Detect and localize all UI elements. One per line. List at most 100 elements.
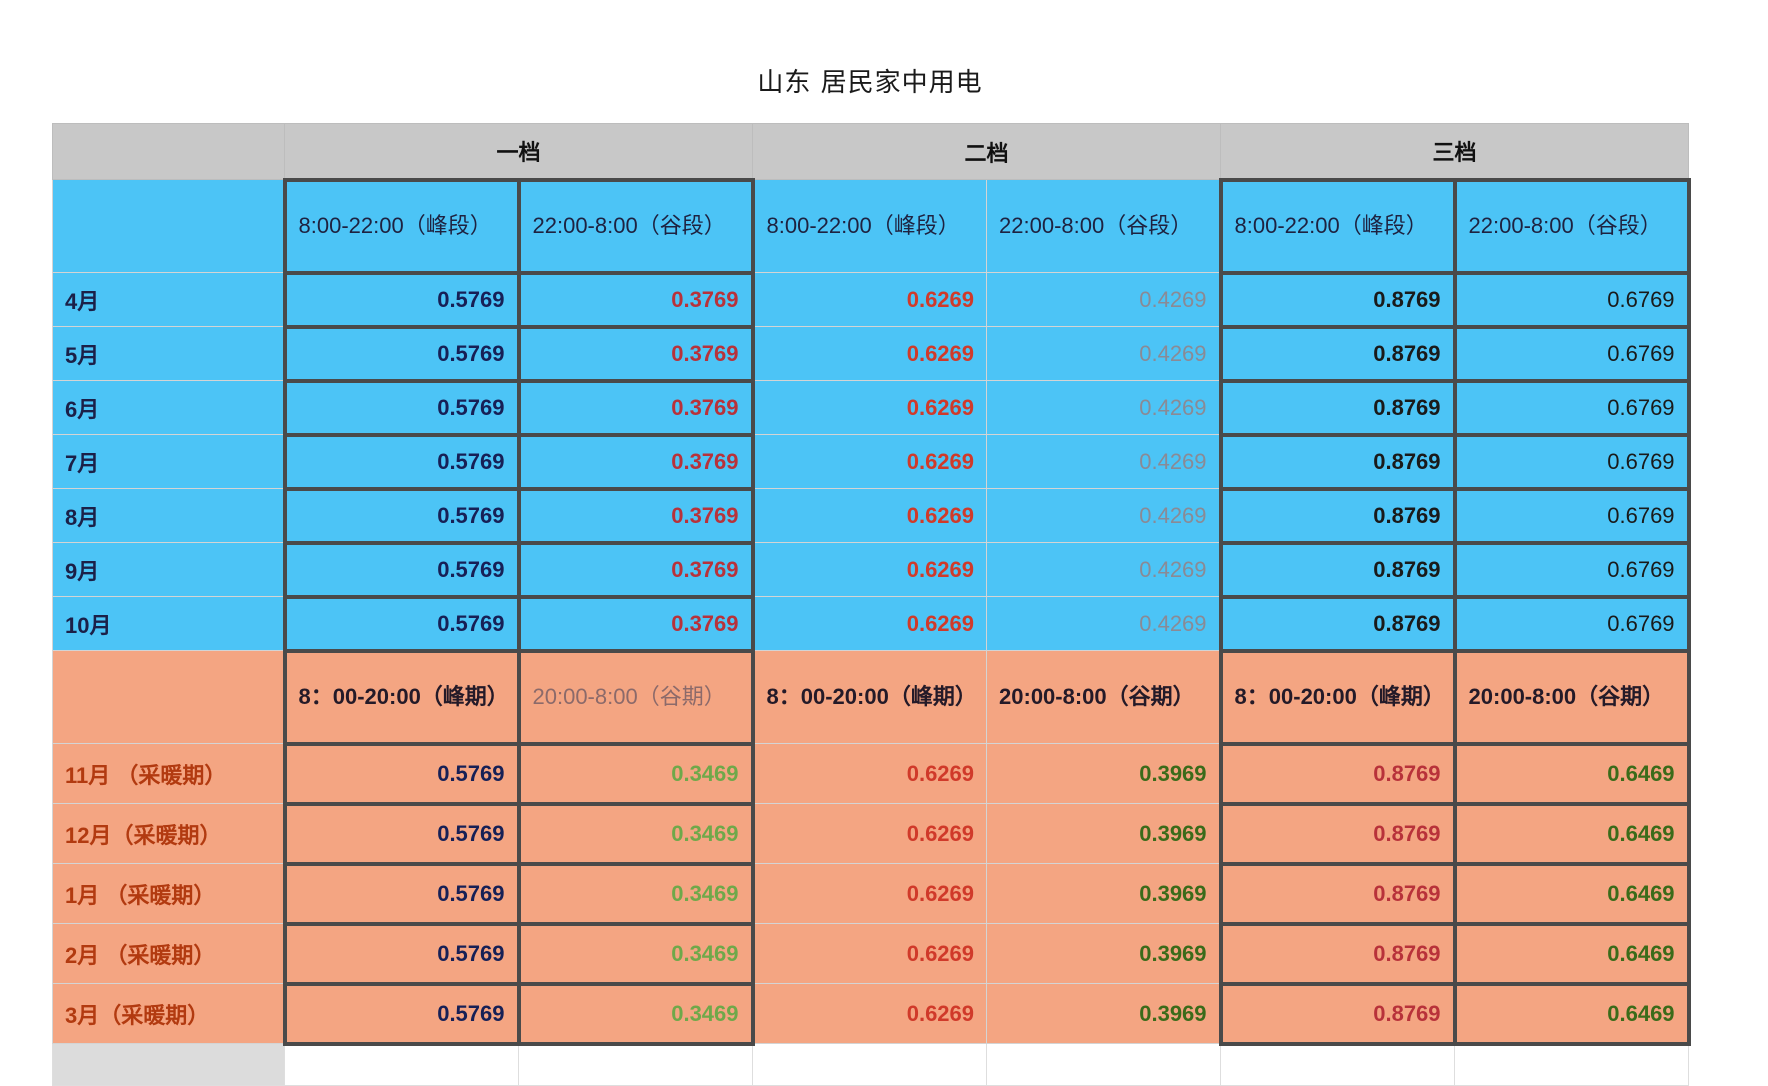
price-cell: 0.3769 (516, 270, 755, 329)
table-row: 9月 0.5769 0.3769 0.6269 0.4269 0.8769 0.6769 (52, 540, 1691, 599)
empty-cell (986, 1043, 1222, 1086)
price-cell: 0.3769 (516, 594, 755, 653)
price-cell: 0.5769 (282, 378, 521, 437)
price-cell: 0.5769 (282, 861, 521, 926)
price-cell: 0.6469 (1452, 741, 1691, 806)
month-label: 4月 (52, 272, 285, 327)
price-table: 一档 二档 三档 8:00-22:00（峰段） 22:00-8:00（谷段） 8:0… (52, 123, 1691, 1086)
summer-period-header-row: 8:00-22:00（峰段） 22:00-8:00（谷段） 8:00-22:00（峰… (52, 177, 1691, 275)
month-label: 11月 （采暖期） (52, 743, 285, 804)
price-cell: 0.3769 (516, 540, 755, 599)
price-cell: 0.4269 (986, 380, 1222, 435)
month-label: 9月 (52, 542, 285, 597)
summer-period-header: 8:00-22:00（峰段） (282, 177, 521, 275)
month-label: 7月 (52, 434, 285, 489)
price-cell: 0.6769 (1452, 594, 1691, 653)
price-cell: 0.8769 (1218, 741, 1457, 806)
price-cell: 0.3969 (986, 923, 1222, 984)
price-cell: 0.3469 (516, 921, 755, 986)
winter-period-header: 8：00-20:00（峰期） (282, 648, 521, 746)
price-cell: 0.3469 (516, 741, 755, 806)
price-cell: 0.6769 (1452, 378, 1691, 437)
price-cell: 0.5769 (282, 432, 521, 491)
price-cell: 0.3469 (516, 801, 755, 866)
price-cell: 0.5769 (282, 270, 521, 329)
price-cell: 0.6769 (1452, 540, 1691, 599)
price-cell: 0.8769 (1218, 486, 1457, 545)
winter-period-header: 20:00-8:00（谷期） (986, 650, 1222, 744)
price-cell: 0.8769 (1218, 270, 1457, 329)
price-cell: 0.6769 (1452, 486, 1691, 545)
winter-period-header-row: 8：00-20:00（峰期） 20:00-8:00（谷期） 8：00-20:00（峰… (52, 648, 1691, 746)
price-cell: 0.5769 (282, 741, 521, 806)
price-cell: 0.8769 (1218, 540, 1457, 599)
empty-cell (752, 1043, 988, 1086)
price-cell: 0.6269 (752, 596, 988, 651)
summer-period-header: 22:00-8:00（谷段） (516, 177, 755, 275)
month-label: 10月 (52, 596, 285, 651)
price-cell: 0.5769 (282, 921, 521, 986)
table-row: 8月 0.5769 0.3769 0.6269 0.4269 0.8769 0.6769 (52, 486, 1691, 545)
price-cell: 0.5769 (282, 981, 521, 1046)
table-row: 12月（采暖期） 0.5769 0.3469 0.6269 0.3969 0.8769 0.… (52, 801, 1691, 866)
empty-row (52, 1043, 1690, 1086)
empty-cell (52, 1043, 285, 1086)
month-label: 3月（采暖期） (52, 983, 285, 1044)
summer-period-header: 8:00-22:00（峰段） (1218, 177, 1457, 275)
price-cell: 0.3969 (986, 983, 1222, 1044)
month-label: 12月（采暖期） (52, 803, 285, 864)
price-cell: 0.3969 (986, 803, 1222, 864)
summer-label-cell (52, 179, 285, 273)
month-label: 6月 (52, 380, 285, 435)
price-cell: 0.3769 (516, 378, 755, 437)
price-cell: 0.6469 (1452, 921, 1691, 986)
tier-1-header: 一档 (283, 123, 754, 180)
table-row: 5月 0.5769 0.3769 0.6269 0.4269 0.8769 0.6769 (52, 324, 1691, 383)
price-cell: 0.5769 (282, 486, 521, 545)
tier-3-header: 三档 (1220, 123, 1690, 180)
price-cell: 0.6269 (752, 863, 988, 924)
price-cell: 0.6469 (1452, 801, 1691, 866)
price-cell: 0.5769 (282, 801, 521, 866)
price-cell: 0.8769 (1218, 432, 1457, 491)
price-cell: 0.4269 (986, 488, 1222, 543)
price-cell: 0.8769 (1218, 324, 1457, 383)
empty-cell (1454, 1043, 1690, 1086)
price-cell: 0.6269 (752, 380, 988, 435)
price-cell: 0.3769 (516, 432, 755, 491)
empty-cell (284, 1043, 519, 1086)
winter-period-header: 20:00-8:00（谷期） (1452, 648, 1691, 746)
price-cell: 0.6269 (752, 743, 988, 804)
price-cell: 0.6769 (1452, 270, 1691, 329)
price-cell: 0.4269 (986, 272, 1222, 327)
price-cell: 0.6269 (752, 542, 988, 597)
price-cell: 0.6769 (1452, 324, 1691, 383)
price-cell: 0.4269 (986, 434, 1222, 489)
price-cell: 0.6269 (752, 983, 988, 1044)
winter-label-cell (52, 650, 285, 744)
table-row: 11月 （采暖期） 0.5769 0.3469 0.6269 0.3969 0.8769 0… (52, 741, 1691, 806)
price-cell: 0.5769 (282, 594, 521, 653)
price-cell: 0.6269 (752, 488, 988, 543)
price-cell: 0.6269 (752, 923, 988, 984)
price-cell: 0.8769 (1218, 861, 1457, 926)
table-row: 6月 0.5769 0.3769 0.6269 0.4269 0.8769 0.6769 (52, 378, 1691, 437)
price-cell: 0.6469 (1452, 861, 1691, 926)
winter-period-header: 8：00-20:00（峰期） (1218, 648, 1457, 746)
table-row: 1月 （采暖期） 0.5769 0.3469 0.6269 0.3969 0.8769 0.… (52, 861, 1691, 926)
empty-cell (517, 1043, 754, 1086)
price-cell: 0.6469 (1452, 981, 1691, 1046)
price-cell: 0.6269 (752, 272, 988, 327)
price-cell: 0.4269 (986, 596, 1222, 651)
price-cell: 0.8769 (1218, 594, 1457, 653)
summer-period-header: 8:00-22:00（峰段） (752, 179, 988, 273)
month-label: 8月 (52, 488, 285, 543)
tier-2-header: 二档 (752, 123, 1222, 180)
price-cell: 0.8769 (1218, 801, 1457, 866)
table-row: 2月 （采暖期） 0.5769 0.3469 0.6269 0.3969 0.8769 0.… (52, 921, 1691, 986)
month-label: 1月 （采暖期） (52, 863, 285, 924)
month-label: 5月 (52, 326, 285, 381)
winter-period-header: 20:00-8:00（谷期） (516, 648, 755, 746)
price-cell: 0.3969 (986, 743, 1222, 804)
winter-period-header: 8：00-20:00（峰期） (752, 650, 988, 744)
